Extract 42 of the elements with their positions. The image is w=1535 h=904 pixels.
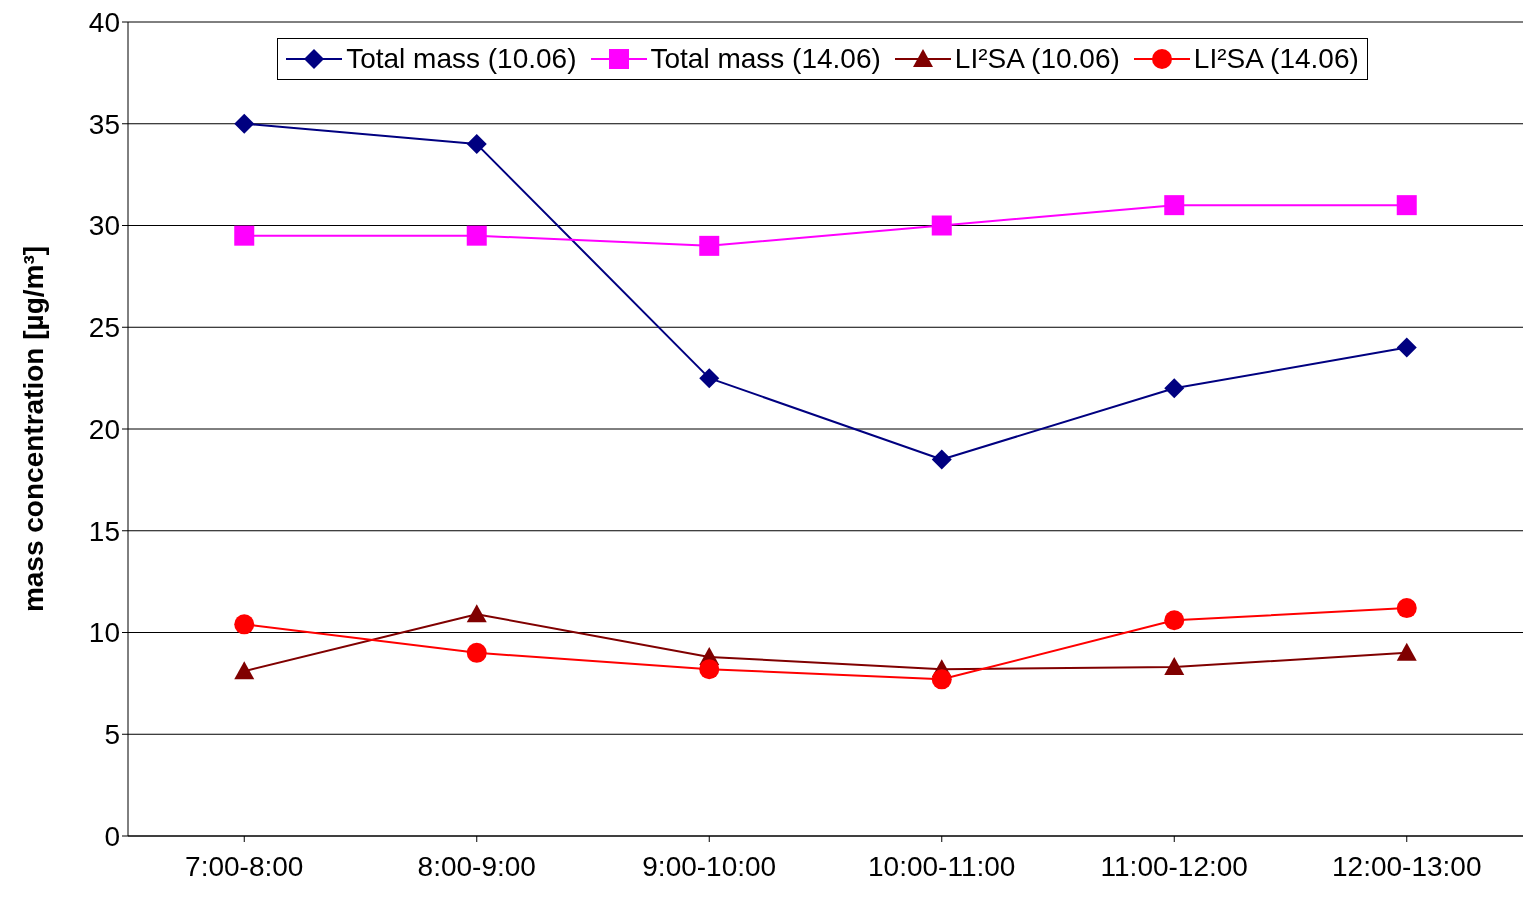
legend-label: Total mass (14.06) bbox=[650, 43, 881, 75]
y-tick-label: 10 bbox=[88, 617, 120, 649]
legend-label: Total mass (10.06) bbox=[346, 43, 577, 75]
x-tick-label: 12:00-13:00 bbox=[1332, 850, 1482, 882]
point bbox=[699, 235, 720, 256]
y-tick-label: 30 bbox=[88, 210, 120, 242]
point bbox=[931, 215, 952, 236]
point bbox=[699, 368, 720, 389]
y-tick-label: 40 bbox=[88, 6, 120, 38]
point bbox=[234, 225, 255, 246]
y-axis-title: mass concentration [µg/m³] bbox=[17, 245, 49, 613]
legend-label: LI²SA (14.06) bbox=[1193, 43, 1359, 75]
point bbox=[1164, 657, 1185, 676]
point bbox=[466, 134, 487, 155]
point bbox=[234, 614, 255, 635]
point bbox=[234, 113, 255, 134]
point bbox=[1396, 598, 1417, 619]
y-tick-label: 15 bbox=[88, 515, 120, 547]
legend-label: LI²SA (10.06) bbox=[954, 43, 1120, 75]
y-tick-label: 0 bbox=[104, 820, 120, 852]
point bbox=[931, 669, 952, 690]
point bbox=[699, 659, 720, 680]
y-tick-label: 5 bbox=[104, 719, 120, 751]
point bbox=[1164, 378, 1185, 399]
x-tick-label: 11:00-12:00 bbox=[1100, 850, 1248, 882]
point bbox=[234, 661, 255, 680]
y-tick-label: 25 bbox=[88, 312, 120, 344]
point bbox=[466, 604, 487, 623]
y-tick-label: 20 bbox=[88, 413, 120, 445]
point bbox=[931, 449, 952, 470]
x-tick-label: 8:00-9:00 bbox=[417, 850, 536, 882]
point bbox=[1396, 195, 1417, 216]
point bbox=[466, 225, 487, 246]
point bbox=[1164, 195, 1185, 216]
point bbox=[1164, 610, 1185, 631]
x-tick-label: 9:00-10:00 bbox=[642, 850, 777, 882]
y-tick-label: 35 bbox=[88, 108, 120, 140]
x-tick-label: 7:00-8:00 bbox=[185, 850, 304, 882]
point bbox=[1396, 642, 1417, 661]
point bbox=[466, 642, 487, 663]
point bbox=[1396, 337, 1417, 358]
x-tick-label: 10:00-11:00 bbox=[868, 850, 1016, 882]
